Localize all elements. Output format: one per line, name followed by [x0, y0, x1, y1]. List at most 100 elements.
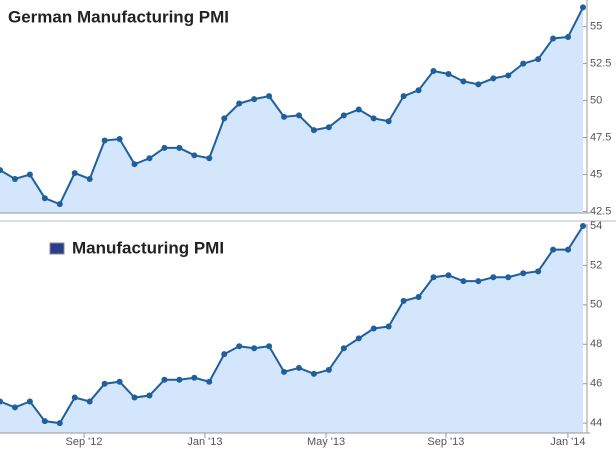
- point: [565, 33, 572, 40]
- point: [11, 404, 18, 411]
- point: [460, 278, 467, 285]
- point: [505, 72, 512, 79]
- chart-title: Manufacturing PMI: [72, 238, 224, 257]
- point: [295, 112, 302, 119]
- point: [281, 113, 288, 120]
- point: [131, 161, 138, 168]
- y-tick-label: 52.5: [590, 58, 611, 70]
- y-tick-label: 44: [590, 417, 602, 429]
- point: [206, 155, 213, 162]
- point: [86, 175, 93, 182]
- flag-icon: [49, 242, 65, 255]
- point: [161, 144, 168, 151]
- point: [385, 323, 392, 330]
- x-tick-label: Jan '14: [550, 436, 585, 448]
- point: [565, 246, 572, 253]
- point: [236, 100, 243, 107]
- point: [251, 345, 258, 352]
- point: [520, 270, 527, 277]
- point: [146, 392, 153, 399]
- point: [415, 293, 422, 300]
- point: [41, 195, 48, 202]
- point: [325, 366, 332, 373]
- point: [251, 96, 258, 103]
- y-tick-label: 50: [590, 94, 602, 106]
- point: [370, 325, 377, 332]
- point: [26, 398, 33, 405]
- point: [101, 137, 108, 144]
- y-tick-label: 48: [590, 338, 602, 350]
- point: [176, 376, 183, 383]
- point: [400, 93, 407, 100]
- y-tick-label: 54: [590, 220, 602, 232]
- point: [475, 278, 482, 285]
- chart-title: German Manufacturing PMI: [8, 7, 229, 26]
- point: [475, 81, 482, 88]
- point: [340, 345, 347, 352]
- point: [221, 115, 228, 122]
- point: [0, 167, 3, 174]
- point: [116, 136, 123, 143]
- line: [0, 6, 584, 206]
- point: [191, 374, 198, 381]
- point: [71, 394, 78, 401]
- point: [161, 376, 168, 383]
- point: [580, 222, 586, 229]
- point: [266, 93, 273, 100]
- y-tick-label: 55: [590, 21, 602, 33]
- point: [355, 106, 362, 113]
- y-tick-label: 42.5: [590, 205, 611, 217]
- line: [0, 225, 584, 425]
- point: [325, 124, 332, 131]
- point: [281, 368, 288, 375]
- point: [41, 418, 48, 425]
- point: [370, 115, 377, 122]
- point: [535, 56, 542, 63]
- point: [415, 87, 422, 94]
- point: [505, 274, 512, 281]
- point: [310, 370, 317, 377]
- point: [490, 274, 497, 281]
- x-tick-label: Sep '13: [427, 436, 464, 448]
- point: [86, 398, 93, 405]
- x-tick-label: May '13: [307, 436, 345, 448]
- point: [26, 171, 33, 178]
- point: [445, 70, 452, 77]
- point: [146, 155, 153, 162]
- point: [221, 351, 228, 358]
- point: [550, 35, 557, 42]
- x-tick-label: Jan '13: [187, 436, 222, 448]
- point: [176, 144, 183, 151]
- point: [445, 272, 452, 279]
- point: [430, 274, 437, 281]
- point: [56, 201, 63, 208]
- point: [355, 335, 362, 342]
- area: [0, 7, 583, 214]
- y-tick-label: 45: [590, 168, 602, 180]
- point: [71, 170, 78, 177]
- point: [236, 343, 243, 350]
- point: [0, 398, 3, 405]
- point: [490, 75, 497, 82]
- y-tick-label: 50: [590, 299, 602, 311]
- point: [550, 246, 557, 253]
- point: [580, 4, 586, 11]
- point: [206, 378, 213, 385]
- point: [266, 343, 273, 350]
- point: [460, 78, 467, 85]
- point: [56, 420, 63, 427]
- point: [11, 175, 18, 182]
- point: [116, 378, 123, 385]
- point: [310, 127, 317, 134]
- point: [131, 394, 138, 401]
- x-tick-label: Sep '12: [66, 436, 103, 448]
- point: [101, 380, 108, 387]
- point: [430, 68, 437, 74]
- y-tick-label: 47.5: [590, 131, 611, 143]
- point: [340, 112, 347, 119]
- point: [535, 268, 542, 275]
- point: [400, 297, 407, 304]
- y-tick-label: 52: [590, 259, 602, 271]
- point: [295, 364, 302, 371]
